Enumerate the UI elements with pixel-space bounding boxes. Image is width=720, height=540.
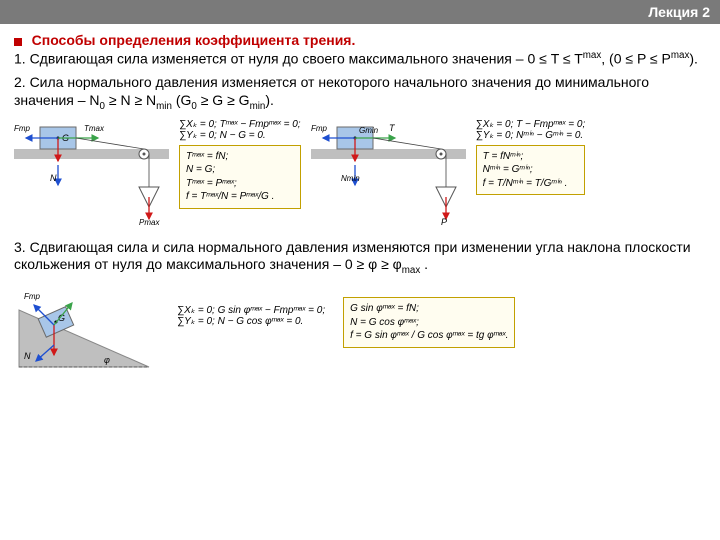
paragraph-3: 3. Сдвигающая сила и сила нормального да…: [14, 239, 706, 278]
eq1-b4: f = Tᵐᵃˣ/N = Pᵐᵃˣ/G .: [186, 190, 294, 204]
label-N: N: [50, 173, 57, 183]
heading-text: Способы определения коэффициента трения.: [32, 32, 356, 48]
p2-s4: min: [250, 100, 266, 111]
eq3-l2: ∑Yₖ = 0; N − G cos φᵐᵃˣ = 0.: [177, 316, 325, 327]
p3-b: .: [420, 256, 428, 272]
eq2-l1: ∑Xₖ = 0; T − Fтрᵐᵃˣ = 0;: [476, 119, 586, 130]
heading-line: Способы определения коэффициента трения.: [14, 32, 706, 48]
label-N3: N: [24, 351, 31, 361]
eq1-b3: Tᵐᵃˣ = Pᵐᵃˣ;: [186, 177, 294, 191]
label-Ftr: Fтр: [14, 124, 30, 133]
p2-d: ≥ G ≥ G: [197, 92, 250, 108]
p2-b: ≥ N ≥ N: [105, 92, 156, 108]
p1-sup2: max: [671, 50, 690, 61]
label-P: P: [441, 217, 447, 227]
eq-group-2: ∑Xₖ = 0; T − Fтрᵐᵃˣ = 0; ∑Yₖ = 0; Nᵐⁱⁿ −…: [476, 119, 586, 196]
label-Tmax: Tmax: [84, 124, 105, 133]
eq2-b2: Nᵐⁱⁿ = Gᵐⁱⁿ;: [483, 163, 579, 177]
diagram-2: Gmin Fтр T Nmin P: [311, 119, 466, 229]
label-phi: φ: [104, 355, 110, 365]
label-Pmax: Pmax: [139, 218, 160, 227]
eq1-b2: N = G;: [186, 163, 294, 177]
eq1-l2: ∑Yₖ = 0; N − G = 0.: [179, 130, 301, 141]
bullet-icon: [14, 38, 22, 46]
p3-s: max: [402, 265, 421, 276]
label-Ftr2: Fтр: [311, 124, 327, 133]
diagram-3: G Fтр N φ: [14, 285, 159, 380]
p1-c: ).: [689, 51, 698, 67]
p1-sup1: max: [583, 50, 602, 61]
label-T: T: [389, 123, 396, 133]
diagrams-row-2: G Fтр N φ ∑Xₖ = 0; G sin φᵐᵃˣ − Fтрᵐᵃˣ =…: [14, 285, 706, 380]
eq1-l1: ∑Xₖ = 0; Tᵐᵃˣ − Fтрᵐᵃˣ = 0;: [179, 119, 301, 130]
eq2-b3: f = T/Nᵐⁱⁿ = T/Gᵐⁱⁿ .: [483, 177, 579, 191]
diagram-1: G Fтр Tmax N Pmax: [14, 119, 169, 229]
eq-group-1: ∑Xₖ = 0; Tᵐᵃˣ − Fтрᵐᵃˣ = 0; ∑Yₖ = 0; N −…: [179, 119, 301, 209]
p3-a: 3. Сдвигающая сила и сила нормального да…: [14, 239, 691, 273]
diagrams-row-1: G Fтр Tmax N Pmax ∑Xₖ = 0; Tᵐᵃˣ − Fтрᵐᵃˣ…: [14, 119, 706, 229]
eq1-b1: Tᵐᵃˣ = fN;: [186, 150, 294, 164]
eq3-b3: f = G sin φᵐᵃˣ / G cos φᵐᵃˣ = tg φᵐᵃˣ.: [350, 329, 508, 343]
eq3-b1: G sin φᵐᵃˣ = fN;: [350, 302, 508, 316]
eq2-b1: T = fNᵐⁱⁿ;: [483, 150, 579, 164]
p2-c: (G: [172, 92, 191, 108]
paragraph-2: 2. Сила нормального давления изменяется …: [14, 74, 706, 113]
eq3-b2: N = G cos φᵐᵃˣ;: [350, 316, 508, 330]
content: Способы определения коэффициента трения.…: [0, 24, 720, 388]
label-Nmin: Nmin: [341, 174, 360, 183]
label-Gmin: Gmin: [359, 126, 379, 135]
eq2-l2: ∑Yₖ = 0; Nᵐⁱⁿ − Gᵐⁱⁿ = 0.: [476, 130, 586, 141]
eq2-box: T = fNᵐⁱⁿ; Nᵐⁱⁿ = Gᵐⁱⁿ; f = T/Nᵐⁱⁿ = T/G…: [476, 145, 586, 196]
eq3-l1: ∑Xₖ = 0; G sin φᵐᵃˣ − Fтрᵐᵃˣ = 0;: [177, 305, 325, 316]
eq-group-3a: ∑Xₖ = 0; G sin φᵐᵃˣ − Fтрᵐᵃˣ = 0; ∑Yₖ = …: [177, 285, 325, 327]
p2-s2: min: [156, 100, 172, 111]
eq1-box: Tᵐᵃˣ = fN; N = G; Tᵐᵃˣ = Pᵐᵃˣ; f = Tᵐᵃˣ/…: [179, 145, 301, 209]
p1-a: 1. Сдвигающая сила изменяется от нуля до…: [14, 51, 583, 67]
p2-e: ).: [265, 92, 274, 108]
label-Ftr3: Fтр: [24, 292, 40, 301]
paragraph-1: 1. Сдвигающая сила изменяется от нуля до…: [14, 50, 706, 68]
eq3-box: G sin φᵐᵃˣ = fN; N = G cos φᵐᵃˣ; f = G s…: [343, 297, 515, 348]
p1-b: , (0 ≤ P ≤ P: [601, 51, 671, 67]
title-bar: Лекция 2: [0, 0, 720, 24]
